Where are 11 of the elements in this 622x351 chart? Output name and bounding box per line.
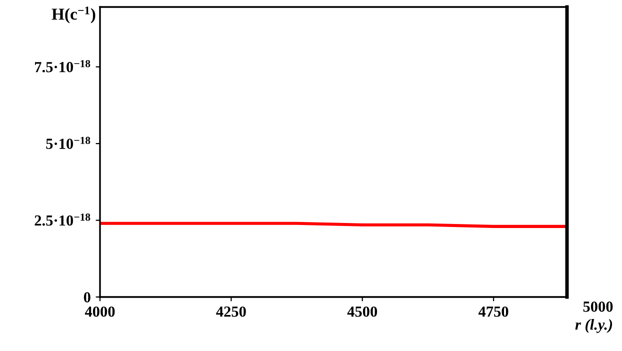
y-tick-label: 5·10$^{−18}$	[46, 136, 90, 149]
y-axis-title: H(c$^{−1}$)	[52, 6, 96, 24]
text: 5000	[583, 302, 613, 312]
y-tick-label: 7.5·10$^{−18}$	[35, 60, 90, 72]
x-tick-label: 4500	[347, 306, 378, 317]
y-tick-label: 0	[84, 292, 90, 302]
y-tick-label: 2.5·10$^{−18}$	[34, 214, 90, 226]
x-tick-label: 4750	[478, 306, 508, 317]
x-tick-label: 4000	[84, 306, 115, 317]
x-axis-title: r (l.y.)	[575, 319, 612, 333]
x-tick-label: 4250	[216, 306, 246, 317]
